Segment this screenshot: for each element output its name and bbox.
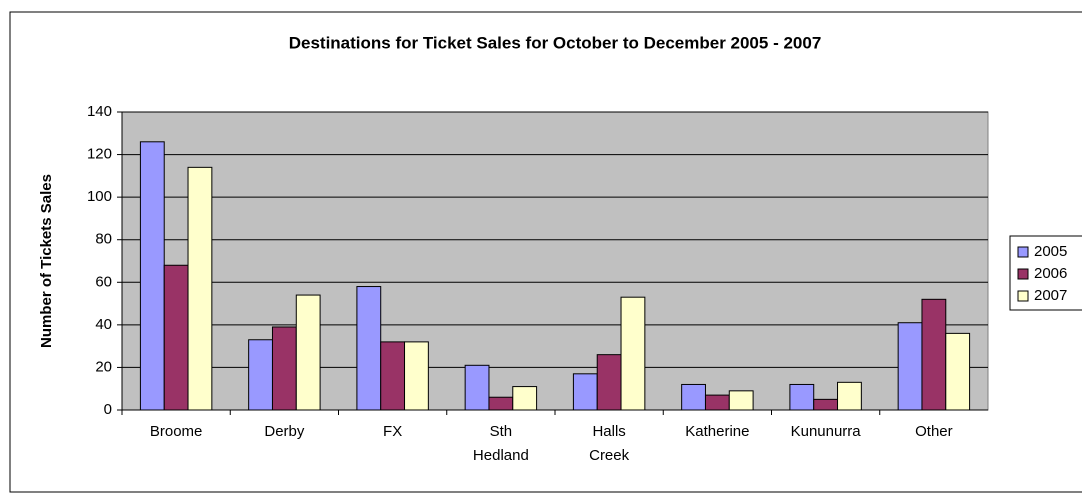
bar <box>620 296 646 411</box>
x-tick-label: Halls Creek <box>589 423 630 464</box>
y-tick-label: 40 <box>95 316 112 333</box>
bar <box>271 326 297 411</box>
bar <box>295 294 321 411</box>
bar <box>704 394 730 411</box>
bar <box>897 322 923 411</box>
legend-swatch <box>1017 290 1029 302</box>
bar <box>404 341 429 411</box>
chart-title: Destinations for Ticket Sales for Octobe… <box>289 33 822 52</box>
legend-swatch <box>1017 268 1029 280</box>
bar <box>163 264 189 411</box>
bar <box>488 396 514 411</box>
bar <box>596 354 622 411</box>
bar <box>681 383 706 411</box>
x-tick-label: Derby <box>264 423 305 440</box>
bar <box>728 390 754 411</box>
bar <box>380 341 406 411</box>
bar <box>945 332 971 411</box>
x-tick-label: Katherine <box>685 423 750 440</box>
bar <box>837 381 862 411</box>
y-tick-label: 80 <box>95 231 112 248</box>
bar <box>921 298 947 411</box>
bar <box>813 398 839 411</box>
bar <box>464 364 490 411</box>
y-tick-label: 60 <box>95 273 112 290</box>
x-tick-label: Broome <box>149 423 203 440</box>
x-tick-label: Sth Hedland <box>472 423 529 464</box>
x-tick-label: Other <box>915 423 953 440</box>
y-tick-label: 120 <box>87 146 112 163</box>
bar <box>356 286 382 411</box>
bar <box>572 373 598 411</box>
x-tick-label: FX <box>383 423 403 440</box>
y-axis-label: Number of Tickets Sales <box>38 174 55 348</box>
legend-swatch <box>1017 246 1029 258</box>
x-tick-label: Kununurra <box>790 423 861 440</box>
legend-label: 2007 <box>1034 287 1067 304</box>
legend-label: 2005 <box>1034 243 1067 260</box>
bar <box>512 386 538 411</box>
bar <box>139 141 165 411</box>
bar <box>248 339 273 411</box>
bar <box>789 383 815 411</box>
y-tick-label: 0 <box>104 401 112 418</box>
y-tick-label: 140 <box>87 103 112 120</box>
y-tick-label: 20 <box>95 358 112 375</box>
legend-label: 2006 <box>1034 265 1067 282</box>
y-tick-label: 100 <box>87 188 112 205</box>
bar <box>187 166 213 411</box>
